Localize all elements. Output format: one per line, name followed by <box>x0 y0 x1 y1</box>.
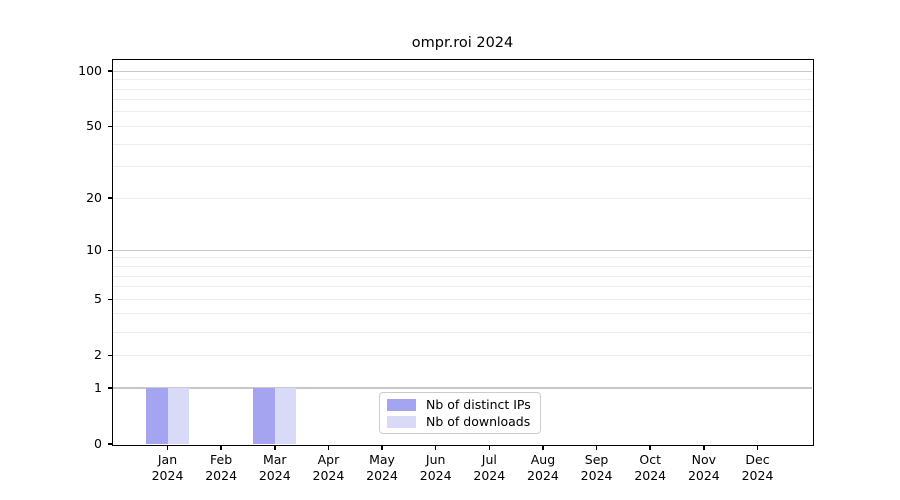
gridline-minor <box>113 88 812 90</box>
bar-nb-of-distinct-ips-jan <box>146 388 168 444</box>
y-tick-label: 5 <box>94 291 102 307</box>
x-tick-label-month: Feb <box>210 452 233 467</box>
x-tick-label-year: 2024 <box>419 467 452 483</box>
legend-item: Nb of distinct IPs <box>387 397 531 412</box>
x-tick <box>756 445 759 450</box>
x-tick-label-month: Sep <box>584 452 609 467</box>
x-tick-label-month: Dec <box>745 452 770 467</box>
x-tick <box>649 445 651 450</box>
bar-nb-of-downloads-jan <box>167 388 189 444</box>
x-tick-label-month: Oct <box>639 452 662 467</box>
y-tick <box>107 70 112 72</box>
x-tick-label-year: 2024 <box>366 467 398 483</box>
y-tick <box>107 443 112 445</box>
x-tick <box>274 445 276 450</box>
y-tick-label: 1 <box>94 380 102 395</box>
y-tick-label: 2 <box>94 347 102 363</box>
x-tick <box>220 445 222 450</box>
x-tick-label-year: 2024 <box>473 467 506 483</box>
x-tick <box>542 445 544 450</box>
legend-item: Nb of downloads <box>387 414 531 429</box>
x-tick-label: Aug 2024 <box>527 452 559 483</box>
x-tick-label-year: 2024 <box>580 467 613 483</box>
x-tick-label: Jan 2024 <box>152 452 184 483</box>
x-tick-label: Apr 2024 <box>313 452 345 483</box>
y-tick <box>107 249 112 252</box>
x-tick-label-year: 2024 <box>258 467 291 483</box>
x-tick <box>166 445 169 450</box>
x-tick-label: Mar 2024 <box>259 452 291 483</box>
plot-area <box>113 60 812 444</box>
x-tick-label: Sep 2024 <box>581 452 613 483</box>
y-tick <box>107 298 112 300</box>
legend-label: Nb of downloads <box>426 414 531 429</box>
x-tick-label-month: Nov <box>691 452 717 467</box>
gridline-major <box>113 249 812 251</box>
gridline-minor <box>113 257 812 259</box>
y-tick-label: 50 <box>86 118 102 134</box>
x-tick-label-year: 2024 <box>312 467 345 483</box>
x-tick-label-month: Apr <box>317 452 340 467</box>
x-tick-label-month: Jun <box>425 452 446 467</box>
x-tick-label-month: Aug <box>530 452 556 467</box>
x-tick-label-month: May <box>369 452 395 467</box>
x-tick-label-month: Jan <box>157 452 178 467</box>
gridline-minor <box>113 298 812 300</box>
gridline-minor <box>113 197 812 199</box>
x-tick-label-year: 2024 <box>687 467 720 483</box>
y-tick-label: 100 <box>78 63 102 79</box>
x-tick <box>488 445 491 450</box>
legend-swatch <box>387 398 416 411</box>
x-tick-label: Nov 2024 <box>688 452 720 483</box>
x-tick-label: May 2024 <box>366 452 398 483</box>
x-tick-label: Feb 2024 <box>205 452 237 483</box>
x-tick-label-year: 2024 <box>741 467 774 483</box>
gridline-minor <box>113 266 812 267</box>
legend-label: Nb of distinct IPs <box>426 397 531 412</box>
y-tick <box>107 125 112 128</box>
y-tick-label: 10 <box>86 242 102 258</box>
x-tick <box>434 445 437 450</box>
legend: Nb of distinct IPs Nb of downloads <box>379 392 541 434</box>
gridline-minor <box>113 166 812 168</box>
legend-swatch <box>387 415 416 428</box>
x-tick <box>703 445 705 450</box>
x-tick-label: Jul 2024 <box>473 452 505 483</box>
gridline-minor <box>113 331 812 333</box>
x-tick-label-year: 2024 <box>527 467 559 483</box>
gridline-minor <box>113 79 812 81</box>
x-tick-label-month: Jul <box>481 452 497 467</box>
x-tick <box>595 445 598 450</box>
gridline-minor <box>113 111 812 113</box>
gridline-major <box>113 70 812 72</box>
x-tick-label-year: 2024 <box>151 467 184 483</box>
x-tick-label-month: Mar <box>262 452 287 467</box>
x-tick <box>381 445 383 450</box>
gridline-minor <box>113 286 812 288</box>
x-tick <box>327 445 330 450</box>
gridline-minor <box>113 125 812 127</box>
y-tick-label: 20 <box>86 190 102 206</box>
x-tick-label: Dec 2024 <box>742 452 774 483</box>
gridline-minor <box>113 313 812 315</box>
gridline-major <box>113 387 812 389</box>
gridline-minor <box>113 99 812 101</box>
bar-nb-of-distinct-ips-mar <box>253 388 275 444</box>
y-tick <box>107 354 112 356</box>
x-tick-label: Jun 2024 <box>420 452 452 483</box>
x-tick-label-year: 2024 <box>205 467 238 483</box>
chart-title: ompr.roi 2024 <box>411 35 514 51</box>
bar-nb-of-downloads-mar <box>274 388 297 444</box>
x-tick-label: Oct 2024 <box>634 452 666 483</box>
gridline-minor <box>113 275 812 277</box>
gridline-minor <box>113 143 812 145</box>
y-tick <box>107 387 112 389</box>
y-tick-label: 0 <box>94 436 102 451</box>
gridline-minor <box>113 354 812 356</box>
x-tick-label-year: 2024 <box>634 467 667 483</box>
y-tick <box>107 197 112 199</box>
